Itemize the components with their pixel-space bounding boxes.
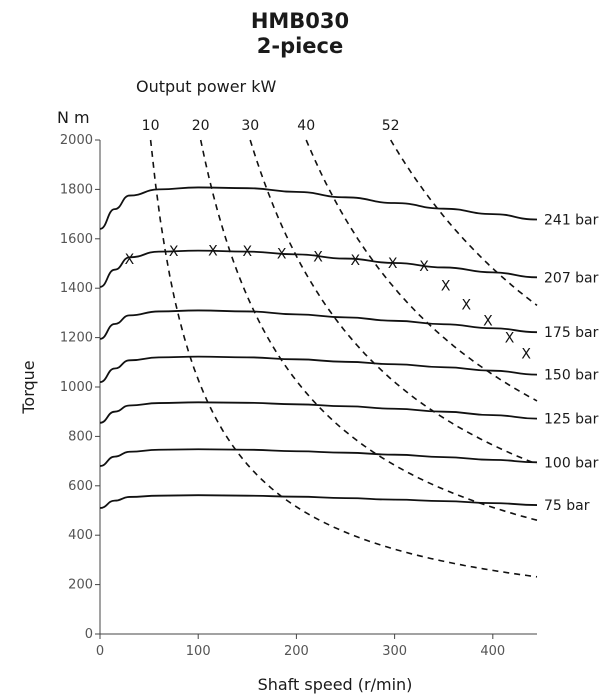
power-curve-30 — [249, 139, 538, 465]
y-unit-label: N m — [57, 108, 90, 127]
pressure-curve-125-bar — [99, 401, 538, 424]
y-axis-title: Torque — [19, 360, 38, 414]
pressure-label-100-bar: 100 bar — [544, 455, 599, 471]
marker-point: X — [125, 252, 135, 268]
curve-labels: 10 20 30 40 52 241 bar 207 bar 175 bar 150 bar 12… — [142, 118, 599, 514]
chart-subtitle: 2-piece — [257, 34, 344, 58]
pressure-curve-241-bar — [99, 186, 538, 230]
power-label-10: 10 — [142, 118, 160, 134]
pressure-label-150-bar: 150 bar — [544, 368, 599, 384]
marker-point: X — [351, 253, 361, 269]
y-tick-label: 600 — [68, 479, 93, 494]
pressure-curves — [99, 186, 538, 509]
power-curve-40 — [305, 139, 538, 402]
pressure-curve-75-bar — [99, 494, 538, 509]
power-curve-20 — [199, 139, 538, 521]
y-tick-label: 1800 — [60, 182, 93, 197]
pressure-label-175-bar: 175 bar — [544, 325, 599, 341]
marker-point: X — [208, 244, 218, 260]
chart-title: HMB030 — [251, 9, 349, 33]
x-tick-label: 200 — [284, 644, 309, 659]
y-tick-label: 400 — [68, 528, 93, 543]
power-label-20: 20 — [192, 118, 210, 134]
x-tick-label: 100 — [186, 644, 211, 659]
x-axis-title: Shaft speed (r/min) — [258, 675, 413, 694]
marker-point: X — [521, 347, 531, 363]
y-tick-label: 1400 — [60, 281, 93, 296]
pressure-label-207-bar: 207 bar — [544, 270, 599, 286]
pressure-label-241-bar: 241 bar — [544, 213, 599, 229]
marker-point: X — [505, 331, 515, 347]
y-tick-label: 2000 — [60, 133, 93, 148]
y-tick-label: 200 — [68, 578, 93, 593]
pressure-curve-100-bar — [99, 448, 538, 467]
marker-point: X — [483, 313, 493, 329]
y-tick-label: 1000 — [60, 380, 93, 395]
x-tick-label: 400 — [480, 644, 505, 659]
power-label-52: 52 — [382, 118, 400, 134]
power-label-40: 40 — [297, 118, 315, 134]
power-curve-10 — [149, 139, 538, 578]
marker-point: X — [388, 256, 398, 272]
y-tick-label: 0 — [85, 627, 93, 642]
power-label-30: 30 — [241, 118, 259, 134]
marker-point: X — [441, 279, 451, 295]
power-curve-52 — [390, 139, 538, 307]
power-curves — [149, 139, 538, 578]
marker-point: X — [243, 244, 253, 260]
x-tick-label: 300 — [382, 644, 407, 659]
y-tick-label: 1200 — [60, 331, 93, 346]
pressure-label-125-bar: 125 bar — [544, 412, 599, 428]
chart-axes: 0 200 400 600 800 1000 1200 1400 1600 1800 2000 0 10… — [60, 133, 537, 659]
marker-point: X — [169, 244, 179, 260]
marker-point: X — [313, 250, 323, 266]
marker-point: X — [461, 297, 471, 313]
pressure-curve-175-bar — [99, 309, 538, 340]
pressure-label-75-bar: 75 bar — [544, 498, 590, 514]
y-tick-label: 800 — [68, 429, 93, 444]
x-tick-label: 0 — [96, 644, 104, 659]
pressure-curve-207-bar — [99, 249, 538, 288]
top-axis-title: Output power kW — [136, 77, 276, 96]
pressure-curve-150-bar — [99, 355, 538, 383]
marker-point: X — [419, 259, 429, 275]
marker-point: X — [277, 247, 287, 263]
y-tick-label: 1600 — [60, 232, 93, 247]
